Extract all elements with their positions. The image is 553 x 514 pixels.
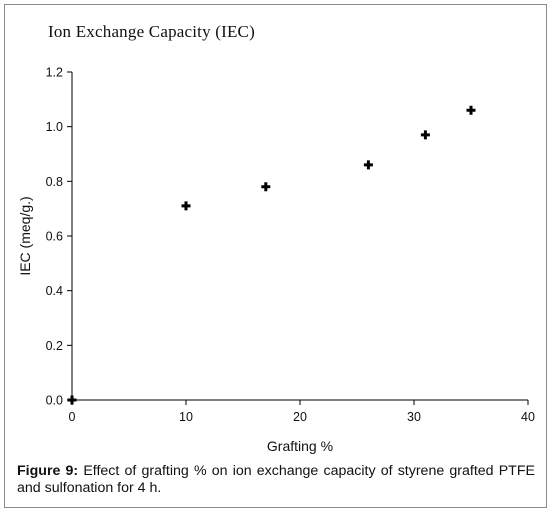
y-tick-label: 1.2 — [46, 66, 63, 80]
y-tick-label: 0.6 — [46, 230, 63, 244]
x-axis-label: Grafting % — [267, 438, 333, 454]
x-tick-label: 10 — [179, 410, 193, 424]
data-point — [420, 130, 430, 140]
figure-label: Figure 9: — [17, 463, 79, 479]
tick-labels: 0.0 0.2 0.4 0.6 0.8 1.0 1.2 0 10 20 30 40 — [46, 66, 535, 425]
data-point — [363, 160, 373, 170]
data-point — [181, 201, 191, 211]
y-tick-label: 0.0 — [46, 394, 63, 408]
axes — [71, 72, 528, 401]
figure-caption-text: Effect of grafting % on ion exchange cap… — [17, 463, 535, 496]
y-tick-label: 0.4 — [46, 284, 63, 298]
data-points — [67, 105, 476, 405]
x-tick-label: 30 — [407, 410, 421, 424]
data-point — [67, 395, 77, 405]
figure-caption: Figure 9: Effect of grafting % on ion ex… — [17, 463, 535, 497]
y-tick-label: 0.2 — [46, 339, 63, 353]
y-axis-label: IEC (meq/g.) — [17, 196, 33, 275]
x-tick-label: 40 — [521, 410, 535, 424]
x-tick-label: 20 — [293, 410, 307, 424]
x-tick-label: 0 — [69, 410, 76, 424]
y-tick-label: 1.0 — [46, 120, 63, 134]
tick-marks — [67, 71, 529, 405]
data-point — [261, 182, 271, 192]
data-point — [466, 105, 476, 115]
y-tick-label: 0.8 — [46, 175, 63, 189]
figure-frame — [4, 4, 547, 508]
chart-title: Ion Exchange Capacity (IEC) — [48, 22, 255, 41]
